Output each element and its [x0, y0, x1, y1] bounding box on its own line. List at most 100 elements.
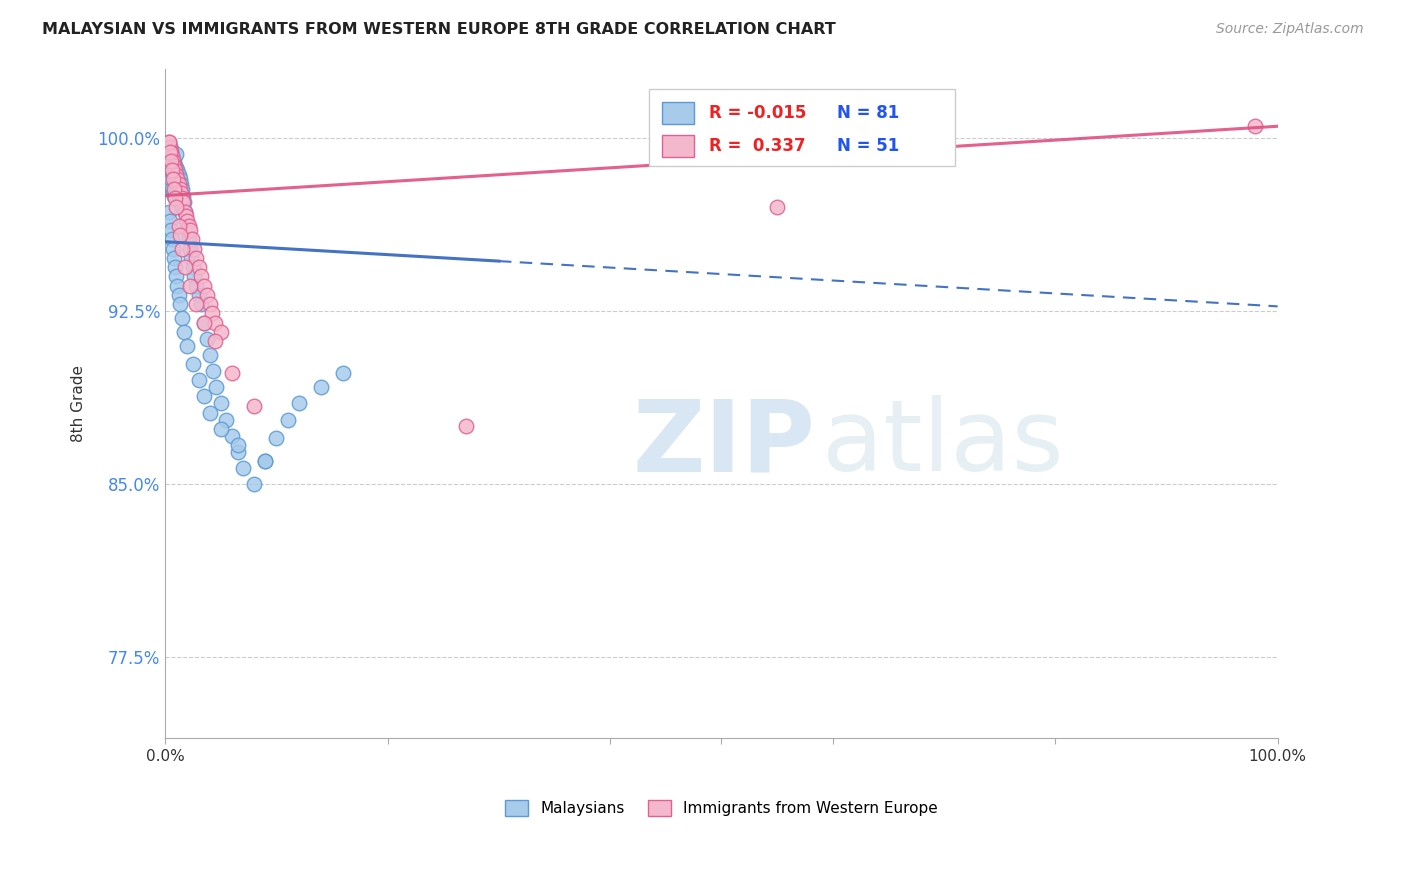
Text: MALAYSIAN VS IMMIGRANTS FROM WESTERN EUROPE 8TH GRADE CORRELATION CHART: MALAYSIAN VS IMMIGRANTS FROM WESTERN EUR… — [42, 22, 837, 37]
Point — [162, 153, 184, 168]
Point — [169, 191, 191, 205]
Point — [170, 195, 193, 210]
Point — [167, 288, 190, 302]
Point — [167, 177, 190, 191]
Point — [198, 406, 221, 420]
Point — [162, 186, 184, 201]
Point — [179, 223, 201, 237]
Point — [165, 159, 187, 173]
Point — [186, 297, 208, 311]
Point — [162, 168, 184, 182]
Point — [160, 163, 183, 178]
Point — [170, 191, 193, 205]
Point — [159, 145, 181, 159]
Point — [160, 181, 183, 195]
Point — [209, 422, 232, 436]
Point — [204, 316, 226, 330]
Point — [163, 169, 186, 184]
Point — [201, 306, 224, 320]
FancyBboxPatch shape — [650, 88, 955, 166]
Point — [159, 177, 181, 191]
Point — [1244, 120, 1267, 134]
Point — [277, 412, 299, 426]
Text: R =  0.337: R = 0.337 — [709, 137, 806, 155]
Point — [165, 163, 187, 178]
Point — [169, 172, 191, 186]
Point — [174, 260, 197, 274]
Point — [163, 153, 186, 168]
Point — [170, 310, 193, 325]
Point — [170, 181, 193, 195]
Text: N = 81: N = 81 — [837, 103, 900, 122]
Point — [197, 332, 219, 346]
Text: N = 51: N = 51 — [837, 137, 900, 155]
Point — [193, 316, 215, 330]
Point — [187, 288, 209, 302]
Point — [226, 438, 249, 452]
Point — [170, 186, 193, 201]
Y-axis label: 8th Grade: 8th Grade — [72, 365, 86, 442]
Point — [186, 251, 208, 265]
Point — [165, 179, 187, 194]
Point — [172, 195, 194, 210]
Point — [172, 188, 194, 202]
Point — [209, 325, 232, 339]
Point — [163, 181, 186, 195]
Point — [165, 147, 187, 161]
Point — [193, 389, 215, 403]
Point — [197, 288, 219, 302]
Point — [165, 269, 187, 284]
Point — [221, 367, 243, 381]
Point — [163, 188, 186, 202]
Point — [179, 242, 201, 256]
Point — [176, 223, 198, 237]
Point — [157, 153, 180, 168]
Bar — [662, 103, 693, 124]
Point — [165, 161, 187, 175]
Point — [287, 396, 309, 410]
Point — [170, 177, 193, 191]
Point — [266, 431, 288, 445]
Point — [166, 163, 188, 178]
Point — [159, 223, 181, 237]
Point — [163, 251, 186, 265]
Legend: Malaysians, Immigrants from Western Europe: Malaysians, Immigrants from Western Euro… — [499, 794, 943, 822]
Point — [177, 219, 200, 233]
Text: ZIP: ZIP — [633, 395, 815, 492]
Point — [157, 136, 180, 150]
Point — [173, 325, 195, 339]
Point — [198, 348, 221, 362]
Point — [180, 251, 202, 265]
Point — [209, 396, 232, 410]
Point — [181, 260, 204, 274]
Text: R = -0.015: R = -0.015 — [709, 103, 807, 122]
Text: atlas: atlas — [821, 395, 1063, 492]
Point — [187, 260, 209, 274]
Point — [181, 357, 204, 371]
Point — [166, 181, 188, 195]
Point — [173, 195, 195, 210]
Point — [332, 367, 354, 381]
Point — [159, 153, 181, 168]
Point — [162, 172, 184, 186]
Point — [187, 373, 209, 387]
Point — [183, 242, 205, 256]
Point — [232, 461, 254, 475]
Point — [179, 278, 201, 293]
Point — [170, 200, 193, 214]
Point — [205, 380, 228, 394]
Point — [159, 172, 181, 186]
Point — [166, 172, 188, 186]
Point — [162, 152, 184, 166]
Point — [174, 204, 197, 219]
Point — [157, 204, 180, 219]
Point — [159, 140, 181, 154]
Point — [160, 232, 183, 246]
Point — [159, 214, 181, 228]
Point — [167, 186, 190, 201]
Point — [254, 454, 277, 468]
Point — [309, 380, 332, 394]
Point — [157, 136, 180, 150]
Point — [163, 159, 186, 173]
Point — [165, 168, 187, 182]
